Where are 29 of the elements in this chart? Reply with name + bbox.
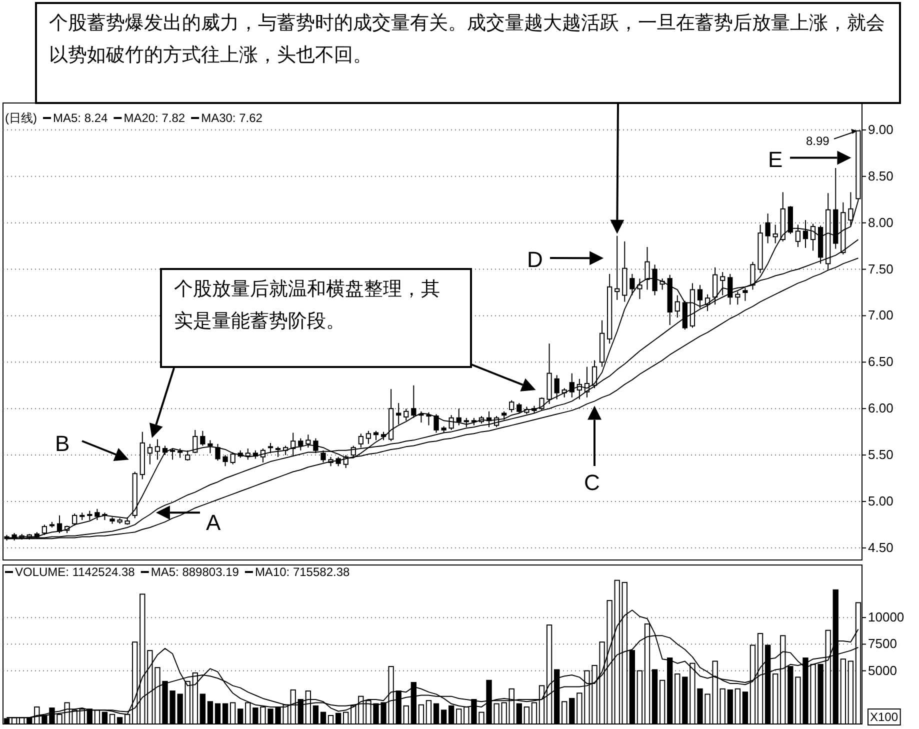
y-tick-label: 8.00 [868,214,894,230]
callout-box: 个股蓄势爆发出的威力，与蓄势时的成交量有关。成交量越大越活跃，一旦在蓄势后放量上涨，就会以势如破竹的方式往上涨，头也不回。 [35,2,901,104]
legend-label: VOLUME: 1142524.38 [15,565,136,579]
legend-label: MA20: 7.82 [124,111,186,125]
y-tick-label: 8.50 [868,168,894,184]
y-tick-label: 10000 [868,610,904,625]
y-tick-label: 6.50 [868,354,894,370]
annotation: E [768,146,783,172]
y-tick-label: 4.50 [868,540,894,555]
annotation: D [527,247,543,272]
legend-label: MA30: 7.62 [201,111,263,125]
annotation: 8.99 [806,134,830,148]
y-axis-title: X100 [870,710,898,724]
y-tick-label: 7.00 [868,308,894,323]
callout-box: 个股放量后就温和横盘整理，其实是量能蓄势阶段。 [160,268,472,368]
y-tick-label: 7.50 [868,261,894,276]
legend-label: MA5: 889803.19 [150,565,240,579]
annotation: B [55,431,70,456]
annotation: C [584,470,600,495]
legend-label: MA5: 8.24 [53,111,108,125]
y-tick-label: 5.00 [868,493,894,508]
legend-label: MA10: 715582.38 [254,565,350,579]
y-tick-label: 5.50 [868,447,894,462]
y-tick-label: 7500 [868,636,897,652]
y-tick-label: 5000 [868,662,897,678]
y-tick-label: 6.00 [868,400,894,416]
text: (日线) [5,111,37,125]
annotation: A [206,510,221,535]
y-tick-label: 9.00 [868,122,894,137]
